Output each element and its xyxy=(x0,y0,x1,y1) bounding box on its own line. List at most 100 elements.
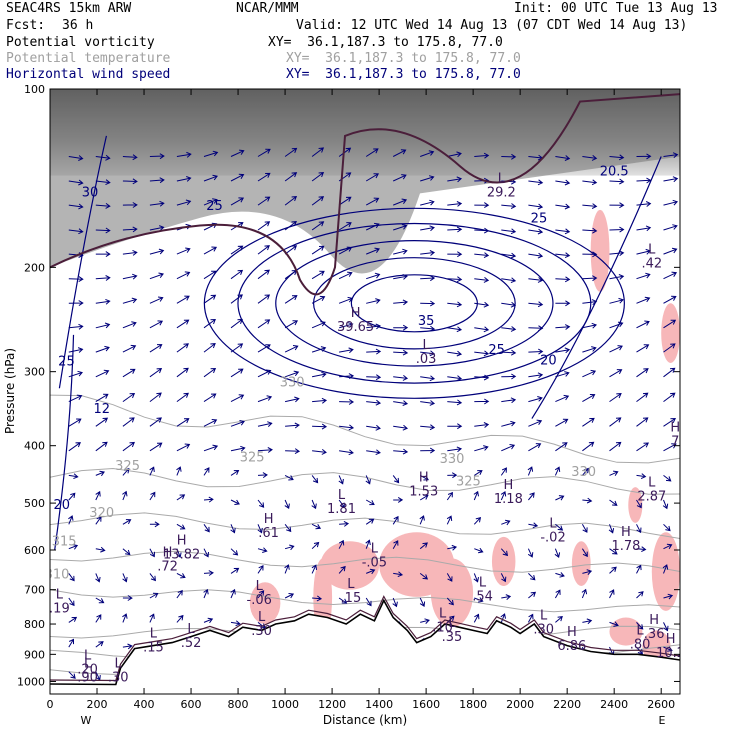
y-tick-label-4: 500 xyxy=(24,497,45,510)
wind-arrow-68 xyxy=(149,200,165,207)
wind-arrow-355 xyxy=(501,228,517,235)
wind-arrow-436 xyxy=(581,588,588,599)
wind-arrow-502 xyxy=(663,593,674,600)
extremum-value-17: .30 xyxy=(533,623,554,638)
wind-arrow-127 xyxy=(203,570,214,576)
extremum-value-15: .10 xyxy=(432,620,453,635)
wind-arrow-31 xyxy=(95,369,110,378)
wind-arrow-52 xyxy=(122,344,137,353)
wind-arrow-481 xyxy=(636,622,644,630)
wind-arrow-427 xyxy=(582,369,597,378)
y-tick-label-2: 300 xyxy=(24,366,45,379)
wind-arrow-64 xyxy=(122,643,133,650)
wind-arrow-45 xyxy=(122,178,138,185)
extremum-value-29: .20 xyxy=(77,663,98,678)
extremum-type-30: L xyxy=(84,656,92,671)
wind-arrow-432 xyxy=(582,497,593,504)
wind-arrow-441 xyxy=(609,178,625,185)
wind-arrow-377 xyxy=(528,228,544,235)
wind-arrow-252 xyxy=(366,399,382,406)
extremum-type-16: L xyxy=(448,616,456,631)
wind-arrow-400 xyxy=(555,252,571,259)
wind-arrow-369 xyxy=(500,573,507,583)
extremum-type-19: H xyxy=(621,525,631,540)
extremum-type-13: L xyxy=(56,588,64,603)
wind-arrow-421 xyxy=(582,227,598,234)
wind-arrow-170 xyxy=(257,547,268,553)
x-axis-label: Distance (km) xyxy=(323,713,407,727)
wind-arrow-414 xyxy=(554,589,561,599)
extremum-value-16: .35 xyxy=(442,630,463,645)
wind-arrow-445 xyxy=(609,274,625,280)
wind-arrow-489 xyxy=(663,271,678,280)
wind-arrow-407 xyxy=(555,418,569,427)
wind-arrow-59 xyxy=(122,519,132,525)
wind-arrow-311 xyxy=(447,226,463,233)
wind-arrow-398 xyxy=(555,203,571,210)
wind-arrow-215 xyxy=(311,564,317,574)
wind-arrow-107 xyxy=(176,614,184,623)
wind-arrow-313 xyxy=(447,276,463,283)
fcst-value: 36 h xyxy=(62,18,94,33)
x-tick-label-7: 1400 xyxy=(365,698,393,711)
wind-arrow-257 xyxy=(365,518,375,525)
wind-arrow-475 xyxy=(636,473,647,480)
wind-arrow-247 xyxy=(366,272,381,280)
wind-arrow-315 xyxy=(447,326,463,333)
wind-arrow-189 xyxy=(284,474,294,481)
wind-arrow-132 xyxy=(230,149,245,157)
extremum-value-25: 6.86 xyxy=(557,639,586,654)
wind-arrow-321 xyxy=(447,472,458,479)
wind-arrow-129 xyxy=(203,617,214,624)
wind-arrow-85 xyxy=(149,613,155,623)
wind-arrow-17 xyxy=(68,573,75,582)
wind-arrow-324 xyxy=(447,544,458,551)
wind-arrow-248 xyxy=(366,298,381,304)
wind-arrow-140 xyxy=(230,343,244,353)
extremum-value-6: .61 xyxy=(258,526,279,541)
extremum-value-1: 39.65 xyxy=(337,320,374,335)
wind-arrow-466 xyxy=(636,248,652,255)
wind-arrow-341 xyxy=(474,422,490,428)
wind-arrow-20 xyxy=(68,638,74,648)
wind-arrow-487 xyxy=(663,224,678,231)
extremum-type-29: L xyxy=(84,649,92,664)
wind-arrow-338 xyxy=(474,350,490,357)
wind-arrow-268 xyxy=(393,248,408,255)
wind-contour-west-a xyxy=(58,135,108,389)
extremum-type-18: L xyxy=(549,516,557,531)
wind-arrow-226 xyxy=(338,296,354,304)
extremum-type-4: L xyxy=(338,488,346,503)
center-title: NCAR/MMM xyxy=(236,1,299,16)
extremum-type-10: L xyxy=(256,579,264,594)
x-tick-label-1: 200 xyxy=(87,698,108,711)
extremum-value-18: -.02 xyxy=(540,530,565,545)
wind-arrow-464 xyxy=(636,201,652,207)
wind-arrow-300 xyxy=(419,494,429,501)
wind-arrow-51 xyxy=(122,321,137,329)
wind-arrow-496 xyxy=(663,443,677,452)
wind-arrow-150 xyxy=(230,588,236,599)
wind-arrow-366 xyxy=(500,490,507,501)
wind-arrow-426 xyxy=(582,346,597,353)
theta-contour-3 xyxy=(50,467,680,495)
wind-arrow-216 xyxy=(312,595,323,602)
wind-arrow-143 xyxy=(230,420,245,427)
wind-arrow-134 xyxy=(230,197,245,206)
wind-arrow-266 xyxy=(393,198,408,206)
extremum-value-14: .30 xyxy=(251,624,272,639)
extremum-value-2: .03 xyxy=(416,352,437,367)
field-theta-name: Potential temperature xyxy=(6,51,171,66)
y-tick-label-5: 600 xyxy=(24,544,45,557)
wind-arrow-55 xyxy=(122,417,135,427)
wind-arrow-28 xyxy=(95,298,111,305)
wind-arrow-47 xyxy=(122,226,138,233)
wind-arrow-484 xyxy=(663,152,679,158)
wind-arrow-467 xyxy=(636,272,651,280)
wind-arrow-335 xyxy=(474,277,490,283)
wind-arrow-354 xyxy=(501,203,517,209)
wind-arrow-232 xyxy=(339,449,354,456)
wind-arrow-74 xyxy=(149,344,163,353)
wind-arrow-116 xyxy=(203,294,217,304)
field-theta-xy: XY= 36.1,187.3 to 175.8, 77.0 xyxy=(286,51,521,66)
